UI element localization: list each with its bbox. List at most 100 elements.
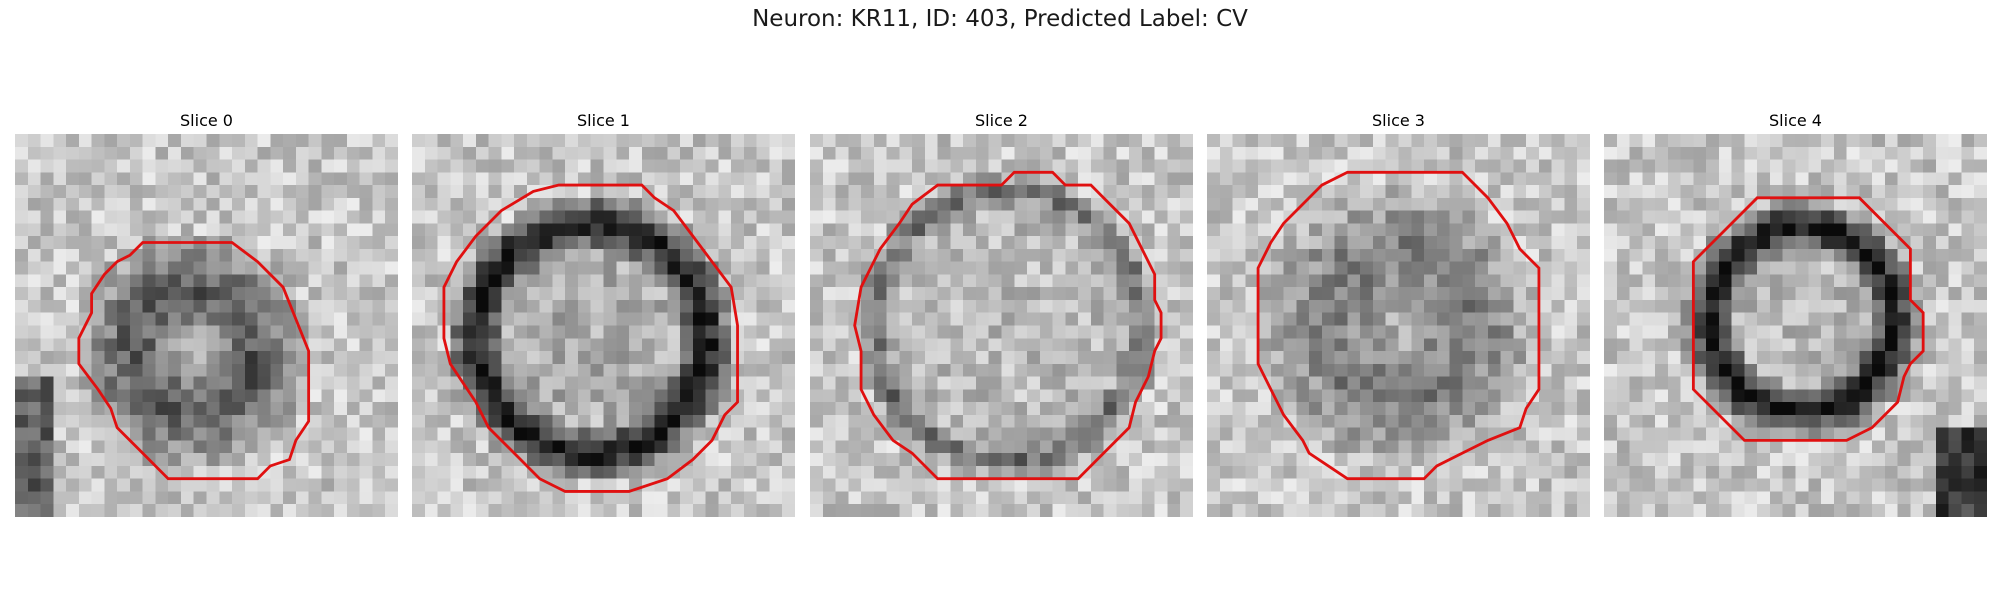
pixel [40, 351, 54, 365]
pixel [667, 402, 681, 416]
pixel [244, 376, 258, 390]
pixel [590, 491, 604, 505]
pixel [1014, 389, 1028, 403]
pixel [155, 287, 169, 301]
pixel [1207, 376, 1221, 390]
pixel [680, 338, 694, 352]
pixel [1564, 312, 1578, 326]
pixel [1577, 325, 1590, 339]
pixel [539, 210, 553, 224]
pixel [1078, 504, 1092, 517]
pixel [1833, 478, 1847, 492]
pixel [372, 185, 386, 199]
pixel [1935, 376, 1949, 390]
pixel [1667, 248, 1681, 262]
pixel [667, 376, 681, 390]
pixel [835, 504, 849, 517]
pixel [206, 172, 220, 186]
pixel [359, 299, 373, 313]
pixel [769, 274, 783, 288]
pixel [1910, 134, 1924, 148]
pixel [937, 248, 951, 262]
pixel [756, 504, 770, 517]
pixel [899, 453, 913, 467]
pixel [1245, 185, 1259, 199]
pixel [91, 134, 105, 148]
pixel [1116, 376, 1130, 390]
pixel [1538, 414, 1552, 428]
pixel [1449, 440, 1463, 454]
pixel [1411, 389, 1425, 403]
pixel [756, 172, 770, 186]
pixel [1693, 185, 1707, 199]
pixel [15, 248, 29, 262]
pixel [1116, 248, 1130, 262]
pixel [1821, 465, 1835, 479]
pixel [1424, 325, 1438, 339]
pixel [1154, 185, 1168, 199]
pixel [1180, 478, 1193, 492]
pixel [321, 453, 335, 467]
pixel [769, 325, 783, 339]
pixel [1475, 325, 1489, 339]
pixel [1167, 172, 1181, 186]
pixel [861, 159, 875, 173]
pixel [1616, 363, 1630, 377]
pixel [988, 185, 1002, 199]
pixel [295, 185, 309, 199]
pixel [1207, 210, 1221, 224]
pixel [1884, 159, 1898, 173]
pixel [603, 363, 617, 377]
pixel [1309, 274, 1323, 288]
pixel [270, 376, 284, 390]
pixel [1551, 287, 1565, 301]
pixel [1910, 146, 1924, 160]
pixel [769, 504, 783, 517]
pixel [782, 197, 795, 211]
pixel [769, 414, 783, 428]
pixel [603, 440, 617, 454]
pixel [1604, 146, 1618, 160]
pixel [603, 312, 617, 326]
pixel [1897, 261, 1911, 275]
pixel [129, 197, 143, 211]
pixel [283, 389, 297, 403]
pixel [629, 440, 643, 454]
pixel [412, 504, 426, 517]
pixel [912, 351, 926, 365]
pixel [1296, 504, 1310, 517]
pixel [1411, 134, 1425, 148]
pixel [168, 299, 182, 313]
pixel [1846, 210, 1860, 224]
pixel [1027, 146, 1041, 160]
pixel [155, 185, 169, 199]
pixel [552, 274, 566, 288]
pixel [1487, 414, 1501, 428]
pixel [526, 248, 540, 262]
pixel [1372, 351, 1386, 365]
pixel [308, 402, 322, 416]
pixel [1424, 491, 1438, 505]
pixel [1757, 491, 1771, 505]
pixel [1334, 453, 1348, 467]
pixel [1551, 453, 1565, 467]
pixel [1258, 465, 1272, 479]
pixel [40, 402, 54, 416]
pixel [1219, 351, 1233, 365]
pixel [629, 389, 643, 403]
pixel [270, 159, 284, 173]
pixel [1731, 440, 1745, 454]
pixel [886, 453, 900, 467]
pixel [142, 185, 156, 199]
pixel [334, 261, 348, 275]
pixel [168, 453, 182, 467]
pixel [1935, 197, 1949, 211]
pixel [1782, 299, 1796, 313]
pixel [1039, 402, 1053, 416]
pixel [257, 478, 271, 492]
pixel [975, 146, 989, 160]
pixel [1667, 197, 1681, 211]
pixel [1180, 185, 1193, 199]
pixel [1974, 491, 1987, 505]
pixel [1385, 376, 1399, 390]
